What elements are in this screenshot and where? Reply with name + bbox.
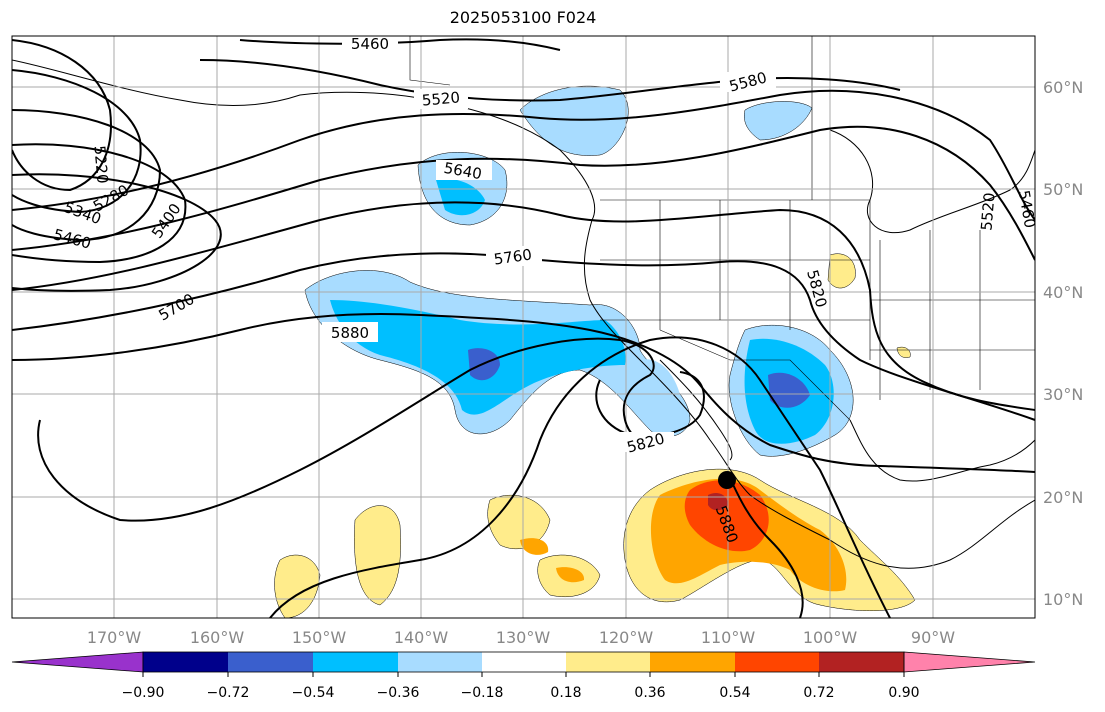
map-title: 2025053100 F024 bbox=[449, 8, 597, 27]
lat-axis: 60°N 50°N 40°N 30°N 20°N 10°N bbox=[1043, 78, 1083, 609]
contour-label: 5520 bbox=[977, 192, 998, 232]
colorbar-tick-label: −0.36 bbox=[377, 685, 420, 701]
lat-tick-label: 40°N bbox=[1043, 283, 1083, 302]
colorbar-outline bbox=[142, 651, 905, 673]
colorbar-segment bbox=[819, 652, 904, 672]
lon-tick-label: 140°W bbox=[394, 628, 449, 647]
colorbar-tick-label: 0.90 bbox=[888, 685, 919, 701]
colorbar-tick-label: −0.18 bbox=[461, 685, 504, 701]
lat-tick-label: 10°N bbox=[1043, 590, 1083, 609]
lon-tick-label: 150°W bbox=[292, 628, 347, 647]
colorbar-tick-label: −0.90 bbox=[122, 685, 165, 701]
colorbar-segment bbox=[313, 652, 398, 672]
colorbar-tick-label: 0.18 bbox=[550, 685, 581, 701]
contour-label: 5460 bbox=[351, 35, 389, 53]
contour-label: 5520 bbox=[421, 88, 461, 109]
colorbar-segment bbox=[650, 652, 735, 672]
storm-marker bbox=[718, 471, 736, 489]
colorbar-tick-label: 0.54 bbox=[719, 685, 750, 701]
lat-tick-label: 50°N bbox=[1043, 180, 1083, 199]
colorbar-segment bbox=[482, 652, 566, 672]
colorbar-tick-label: −0.72 bbox=[207, 685, 250, 701]
lon-tick-label: 170°W bbox=[87, 628, 142, 647]
colorbar-tick-label: 0.36 bbox=[634, 685, 665, 701]
colorbar-segment bbox=[143, 652, 228, 672]
lat-tick-label: 60°N bbox=[1043, 78, 1083, 97]
colorbar-segment bbox=[566, 652, 650, 672]
lon-tick-label: 110°W bbox=[701, 628, 756, 647]
colorbar-tick-label: 0.72 bbox=[803, 685, 834, 701]
lon-tick-label: 100°W bbox=[803, 628, 858, 647]
lat-tick-label: 20°N bbox=[1043, 488, 1083, 507]
contour-label: 5220 bbox=[90, 145, 111, 185]
contour-label: 5880 bbox=[331, 324, 369, 342]
lon-tick-label: 130°W bbox=[496, 628, 551, 647]
colorbar-segment bbox=[735, 652, 819, 672]
colorbar-segment bbox=[228, 652, 313, 672]
political-borders bbox=[409, 36, 1035, 421]
lon-tick-label: 120°W bbox=[599, 628, 654, 647]
lon-tick-label: 160°W bbox=[190, 628, 245, 647]
height-contours bbox=[12, 38, 1035, 618]
colorbar-tick-label: −0.54 bbox=[292, 685, 335, 701]
colorbar: −0.90 −0.72 −0.54 −0.36 −0.18 0.18 0.36 … bbox=[11, 651, 1036, 701]
lon-tick-label: 90°W bbox=[911, 628, 955, 647]
contour-label: 5460 bbox=[1015, 189, 1039, 230]
colorbar-extension-low bbox=[11, 651, 144, 673]
map-frame bbox=[11, 35, 1036, 619]
lat-tick-label: 30°N bbox=[1043, 385, 1083, 404]
lon-axis: 170°W 160°W 150°W 140°W 130°W 120°W 110°… bbox=[87, 628, 955, 647]
colorbar-extension-high bbox=[903, 651, 1036, 673]
contour-label: 5760 bbox=[493, 245, 533, 268]
colorbar-segment bbox=[398, 652, 482, 672]
